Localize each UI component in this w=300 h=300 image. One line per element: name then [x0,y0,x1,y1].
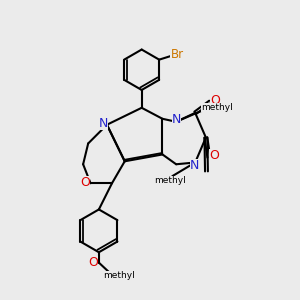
Text: O: O [80,176,90,189]
Text: N: N [172,113,182,126]
Text: Br: Br [170,48,184,61]
Text: N: N [99,117,108,130]
Text: O: O [88,256,98,269]
Text: methyl: methyl [103,271,135,280]
Text: methyl: methyl [154,176,186,185]
Text: O: O [209,149,219,162]
Text: methyl: methyl [201,103,233,112]
Text: N: N [190,159,199,172]
Text: O: O [211,94,220,107]
